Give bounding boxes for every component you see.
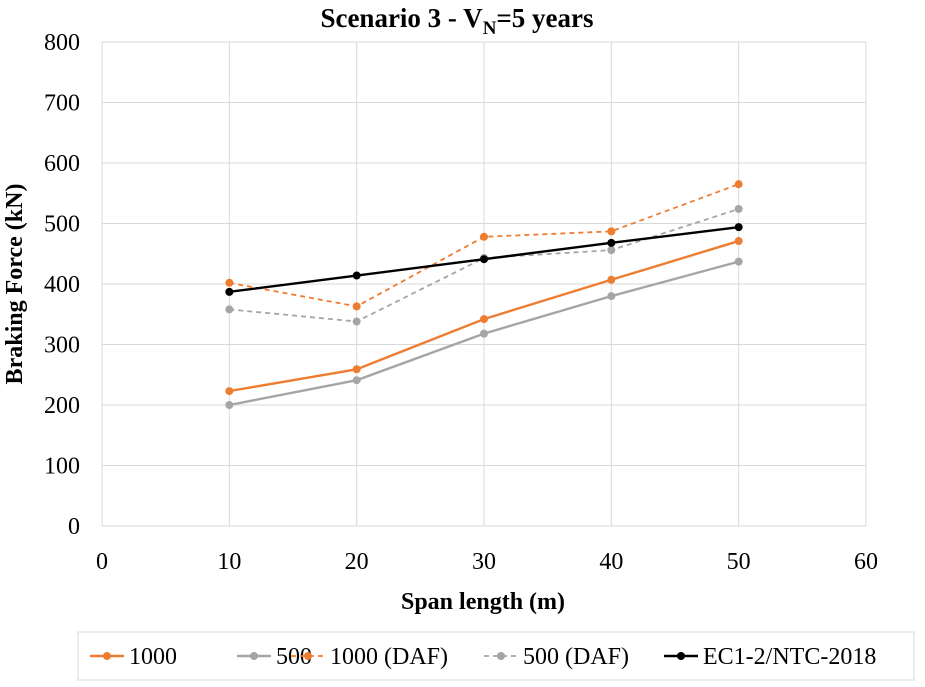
x-tick-label: 0: [96, 549, 108, 575]
data-point: [480, 255, 488, 264]
x-tick-label: 10: [217, 549, 241, 575]
legend-swatch-marker: [250, 652, 258, 660]
legend-swatch-marker: [677, 652, 685, 660]
data-point: [607, 238, 616, 247]
series-500: [225, 257, 743, 409]
legend-swatch-marker: [304, 652, 312, 660]
y-tick-label: 200: [44, 393, 80, 419]
data-point: [225, 287, 234, 296]
data-point: [352, 317, 361, 326]
data-point: [225, 401, 234, 409]
x-tick-label: 20: [345, 549, 369, 575]
series-ec1-2-ntc-2018: [225, 223, 743, 296]
data-point: [734, 237, 743, 246]
data-point: [607, 227, 616, 236]
legend-swatch-marker: [103, 652, 111, 660]
data-point: [734, 257, 743, 266]
x-axis-title: Span length (m): [401, 589, 565, 615]
data-point: [734, 223, 743, 232]
data-point: [734, 204, 743, 213]
chart-title: Scenario 3 - VN=5 years: [320, 3, 593, 39]
x-axis-ticks: 0 10 20 30 40 50 60: [96, 549, 878, 575]
y-tick-label: 300: [44, 333, 80, 359]
x-tick-label: 60: [854, 549, 878, 575]
y-tick-label: 0: [68, 514, 80, 540]
series-1000: [225, 237, 743, 396]
legend-label: 500 (DAF): [523, 644, 629, 670]
y-tick-label: 700: [44, 91, 80, 117]
data-point: [480, 315, 488, 324]
y-tick-label: 800: [44, 30, 80, 56]
data-point: [225, 305, 234, 314]
data-point: [607, 292, 616, 301]
series-1000-daf-: [225, 180, 743, 311]
x-tick-label: 30: [472, 549, 496, 575]
data-point: [480, 232, 488, 241]
data-point: [352, 271, 361, 280]
y-tick-label: 100: [44, 454, 80, 480]
legend-swatch-marker: [497, 652, 505, 660]
chart-title-subscript: N: [483, 18, 497, 39]
data-point: [225, 387, 234, 396]
legend: 1000 500 1000 (DAF) 500 (DAF) EC1-2/NTC-2018: [90, 644, 876, 670]
chart-title-rest: =5 years: [496, 3, 593, 33]
data-point: [480, 329, 488, 338]
y-tick-label: 500: [44, 212, 80, 238]
series-group: [225, 180, 743, 409]
y-axis-ticks: 0 100 200 300 400 500 600 700 800: [44, 30, 80, 540]
y-tick-label: 600: [44, 151, 80, 177]
data-point: [607, 275, 616, 284]
y-axis-title: Braking Force (kN): [2, 184, 28, 385]
legend-item: 1000: [90, 644, 177, 670]
y-tick-label: 400: [44, 272, 80, 298]
data-point: [607, 246, 616, 255]
legend-item: 1000 (DAF): [291, 644, 448, 670]
data-point: [352, 302, 361, 311]
data-point: [225, 278, 234, 287]
data-point: [734, 180, 743, 189]
gridlines: [101, 41, 867, 527]
x-tick-label: 40: [599, 549, 623, 575]
legend-item: EC1-2/NTC-2018: [664, 644, 876, 670]
legend-label: 1000 (DAF): [330, 644, 448, 670]
data-point: [352, 365, 361, 374]
legend-label: 1000: [129, 644, 177, 670]
chart-title-main: Scenario 3 - V: [320, 3, 483, 33]
data-point: [352, 376, 361, 385]
legend-label: EC1-2/NTC-2018: [703, 644, 876, 670]
x-tick-label: 50: [727, 549, 751, 575]
legend-item: 500 (DAF): [484, 644, 629, 670]
